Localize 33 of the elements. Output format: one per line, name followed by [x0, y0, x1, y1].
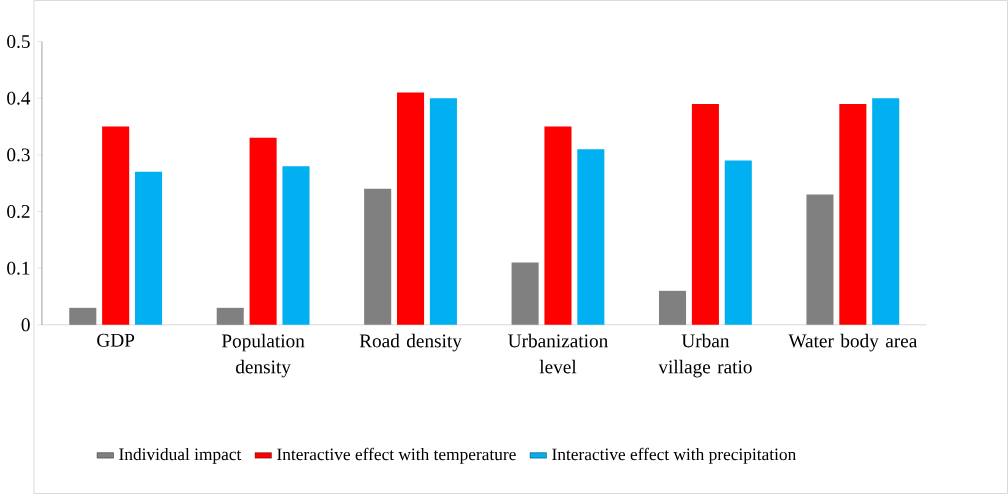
- bar: [429, 98, 457, 325]
- bar: [872, 98, 900, 325]
- bar: [102, 126, 130, 325]
- bar: [397, 92, 425, 325]
- bar: [577, 149, 605, 325]
- bar: [544, 126, 572, 325]
- y-tick-label: 0.5: [7, 35, 30, 49]
- y-tick-label: 0.1: [7, 261, 30, 275]
- x-tick-label: Road density: [359, 333, 462, 352]
- bar: [724, 160, 752, 325]
- bar: [806, 194, 834, 325]
- legend-label: Interactive effect with precipitation: [552, 447, 796, 464]
- bar: [216, 307, 244, 325]
- x-tick-label: GDP: [97, 333, 135, 347]
- x-tick-label: Urbanization level: [508, 333, 608, 374]
- bar: [249, 137, 277, 325]
- legend-label: Interactive effect with temperature: [277, 447, 516, 464]
- bar: [69, 307, 97, 325]
- x-tick-label: Population density: [221, 333, 305, 378]
- bar: [511, 262, 539, 325]
- x-tick-label: Urban village ratio: [658, 333, 752, 378]
- y-tick-label: 0.4: [7, 91, 31, 105]
- legend-label: Individual impact: [119, 447, 242, 464]
- y-tick-label: 0: [21, 318, 30, 332]
- bar: [364, 188, 392, 325]
- bar: [839, 103, 867, 325]
- y-tick-label: 0.3: [7, 148, 30, 162]
- bar: [135, 171, 163, 325]
- bar: [659, 290, 687, 325]
- bar: [282, 166, 310, 325]
- x-tick-label: Water body area: [788, 333, 918, 352]
- y-tick-label: 0.2: [7, 204, 30, 219]
- bar: [691, 103, 719, 325]
